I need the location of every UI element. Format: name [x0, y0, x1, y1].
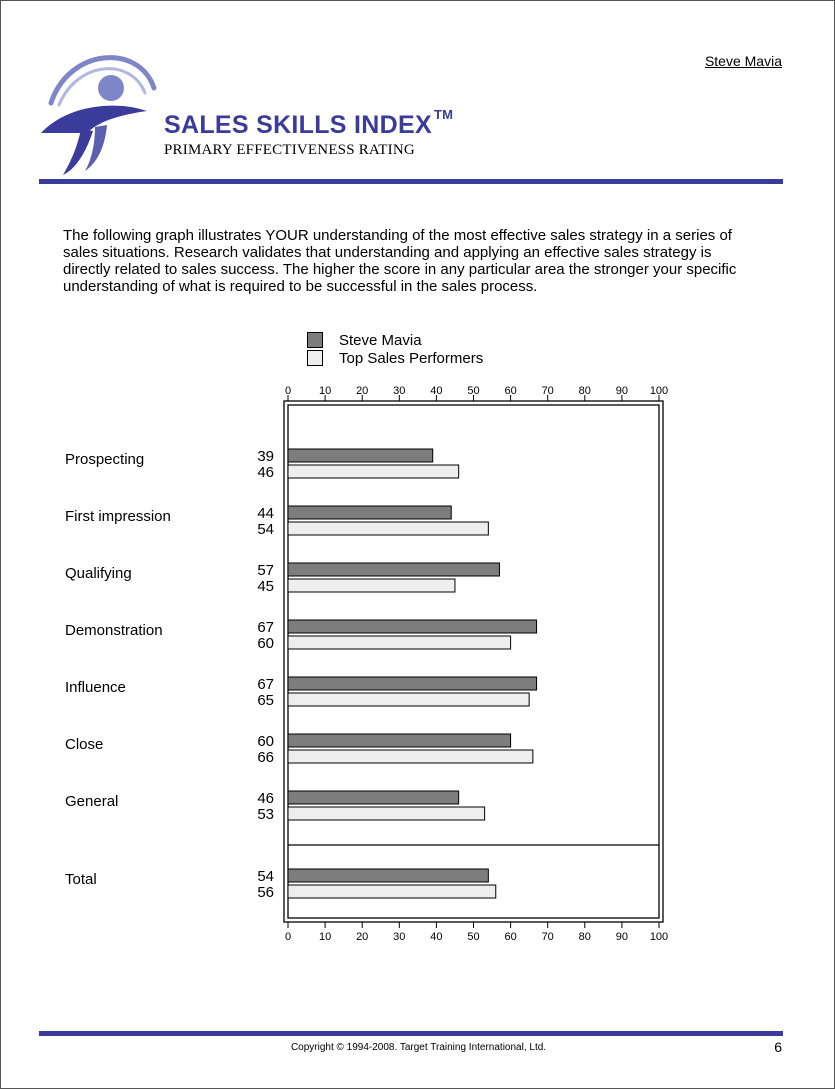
category-label: Total — [65, 871, 97, 888]
tick-label-top: 90 — [616, 385, 628, 397]
bar-top-performers — [288, 885, 496, 898]
tick-label-top: 60 — [504, 385, 516, 397]
tick-label-top: 50 — [467, 385, 479, 397]
tick-label-bottom: 60 — [504, 931, 516, 943]
tick-label-bottom: 100 — [650, 931, 668, 943]
tick-label-top: 80 — [579, 385, 591, 397]
bar-top-performers — [288, 579, 455, 592]
bar-steve-mavia — [288, 449, 433, 462]
chart-frame-inner — [288, 405, 659, 918]
bar-top-performers — [288, 807, 485, 820]
bar-value-label: 56 — [257, 884, 274, 901]
bar-value-label: 66 — [257, 749, 274, 766]
category-label: Demonstration — [65, 622, 163, 639]
bar-value-label: 39 — [257, 448, 274, 465]
bar-value-label: 60 — [257, 733, 274, 750]
bar-value-label: 45 — [257, 578, 274, 595]
page-number: 6 — [774, 1039, 782, 1055]
bar-value-label: 46 — [257, 790, 274, 807]
tick-label-bottom: 10 — [319, 931, 331, 943]
chart-frame-outer — [284, 401, 663, 922]
category-label: First impression — [65, 508, 171, 525]
tick-label-top: 30 — [393, 385, 405, 397]
bar-value-label: 46 — [257, 464, 274, 481]
bar-value-label: 57 — [257, 562, 274, 579]
bar-value-label: 65 — [257, 692, 274, 709]
tick-label-top: 10 — [319, 385, 331, 397]
bar-steve-mavia — [288, 506, 451, 519]
bar-value-label: 67 — [257, 676, 274, 693]
bar-value-label: 67 — [257, 619, 274, 636]
tick-label-bottom: 0 — [285, 931, 291, 943]
bar-steve-mavia — [288, 677, 537, 690]
bar-top-performers — [288, 693, 529, 706]
category-label: Prospecting — [65, 451, 144, 468]
tick-label-bottom: 20 — [356, 931, 368, 943]
bar-value-label: 53 — [257, 806, 274, 823]
footer-divider — [39, 1031, 783, 1036]
tick-label-bottom: 70 — [542, 931, 554, 943]
tick-label-bottom: 30 — [393, 931, 405, 943]
category-label: Influence — [65, 679, 126, 696]
tick-label-top: 20 — [356, 385, 368, 397]
bar-value-label: 54 — [257, 868, 274, 885]
bar-top-performers — [288, 522, 488, 535]
bar-steve-mavia — [288, 791, 459, 804]
tick-label-bottom: 40 — [430, 931, 442, 943]
tick-label-bottom: 50 — [467, 931, 479, 943]
bar-value-label: 44 — [257, 505, 274, 522]
tick-label-bottom: 90 — [616, 931, 628, 943]
bar-steve-mavia — [288, 869, 488, 882]
tick-label-bottom: 80 — [579, 931, 591, 943]
bar-top-performers — [288, 636, 511, 649]
copyright-text: Copyright © 1994-2008. Target Training I… — [1, 1042, 835, 1053]
tick-label-top: 100 — [650, 385, 668, 397]
category-label: General — [65, 793, 118, 810]
tick-label-top: 0 — [285, 385, 291, 397]
bar-top-performers — [288, 750, 533, 763]
category-label: Qualifying — [65, 565, 132, 582]
tick-label-top: 70 — [542, 385, 554, 397]
bar-value-label: 54 — [257, 521, 274, 538]
category-label: Close — [65, 736, 103, 753]
bar-top-performers — [288, 465, 459, 478]
bar-steve-mavia — [288, 734, 511, 747]
bar-steve-mavia — [288, 620, 537, 633]
bar-value-label: 60 — [257, 635, 274, 652]
tick-label-top: 40 — [430, 385, 442, 397]
bar-steve-mavia — [288, 563, 499, 576]
